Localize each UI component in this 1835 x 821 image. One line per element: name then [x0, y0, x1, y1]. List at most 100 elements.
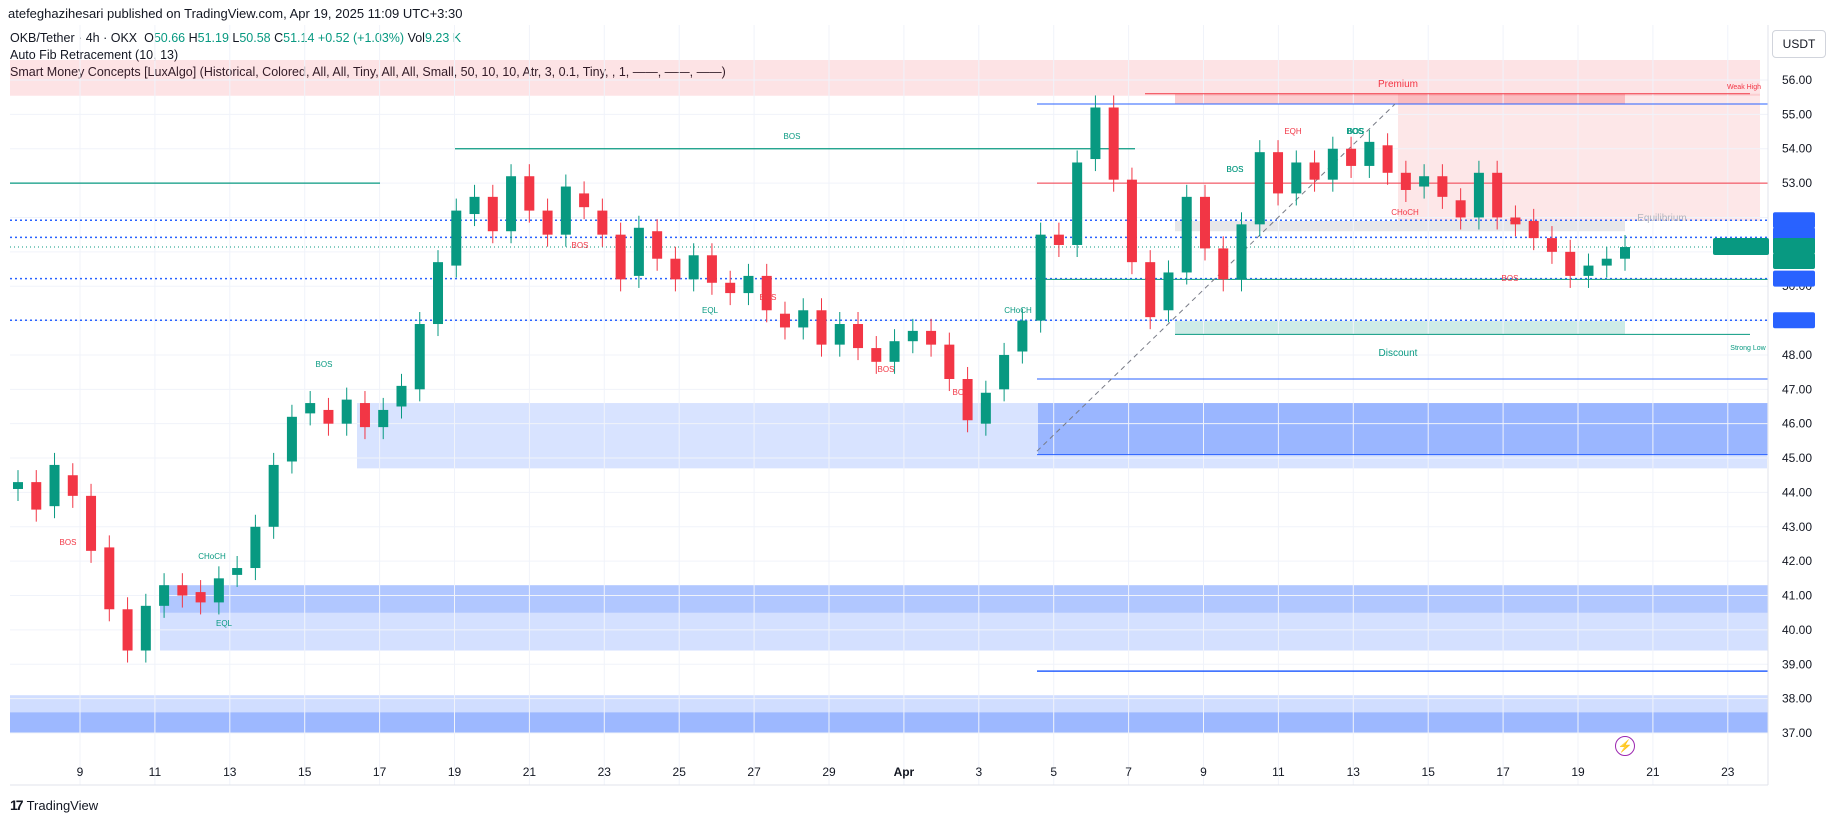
candle-body [706, 255, 717, 283]
y-tick-label: 56.00 [1782, 73, 1812, 87]
annotation-label: BOS [1348, 127, 1365, 136]
candle-body [816, 310, 827, 345]
legend-vol-label: Vol [407, 31, 425, 45]
equilibrium-zone [1175, 220, 1625, 232]
candle-body [487, 196, 498, 232]
candle-body [652, 231, 663, 259]
candle-body [396, 385, 407, 407]
candle-body [1291, 162, 1302, 194]
candle-body [451, 210, 462, 266]
candle-body [1199, 196, 1210, 249]
annotation-label: BOS [572, 241, 589, 250]
x-tick-label: 15 [1422, 765, 1436, 779]
x-tick-label: 21 [523, 765, 537, 779]
candle-body [1346, 148, 1357, 166]
candle-body [433, 262, 444, 325]
y-tick-label: 55.00 [1782, 107, 1812, 121]
annotation-label: Strong Low [1730, 345, 1766, 352]
weak-high-box [1175, 93, 1625, 105]
candle-body [1510, 217, 1521, 225]
candle-body [1601, 258, 1612, 266]
price-tag [1773, 270, 1815, 287]
candle-body [1145, 262, 1156, 318]
annotation-label: Weak High [1727, 84, 1761, 91]
candle-body [524, 176, 535, 211]
candle-body [670, 258, 681, 280]
x-tick-label: 15 [298, 765, 312, 779]
legend-low: 50.58 [239, 31, 271, 45]
candle-body [1236, 224, 1247, 280]
candle-body [469, 196, 480, 215]
annotation-label: BOS [784, 132, 801, 141]
candle-body [286, 416, 297, 462]
order-block-46 [357, 403, 1767, 469]
x-tick-label: 23 [1721, 765, 1735, 779]
candle-body [1382, 145, 1393, 173]
lightning-icon[interactable]: ⚡ [1615, 736, 1635, 756]
candle-body [1473, 172, 1484, 218]
candle-body [999, 354, 1010, 390]
candle-body [889, 341, 900, 362]
annotation-label: BOS [1502, 274, 1519, 283]
candle-body [597, 210, 608, 235]
price-tag [1773, 238, 1815, 255]
x-tick-label: 13 [1347, 765, 1361, 779]
x-tick-label: 7 [1125, 765, 1132, 779]
publisher-header: atefeghazihesari published on TradingVie… [8, 6, 462, 21]
x-tick-label: 29 [822, 765, 836, 779]
structure-lines-layer [10, 93, 1768, 672]
candle-body [13, 482, 23, 489]
candle-body [1546, 238, 1557, 252]
price-tag [1773, 312, 1815, 329]
order-block-46-dark [1038, 403, 1768, 455]
axis-layer: 56.0055.0054.0053.0052.0051.0050.0049.00… [10, 25, 1815, 786]
candle-body [1273, 152, 1284, 194]
candle-body [1309, 162, 1320, 180]
annotation-label: BOS [878, 365, 895, 374]
legend-symbol[interactable]: OKB/Tether · 4h · OKX [10, 31, 138, 45]
candle-body [232, 568, 243, 575]
annotation-label: BOS [1347, 127, 1364, 136]
legend-change: +0.52 (+1.03%) [317, 31, 405, 45]
legend-ohlc-row: OKB/Tether · 4h · OKX O50.66 H51.19 L50.… [10, 30, 726, 47]
candle-body [86, 495, 97, 551]
premium-zone-right [1398, 93, 1760, 221]
candle-body [1620, 247, 1630, 259]
candle-body [1327, 148, 1338, 180]
candle-body [1072, 162, 1083, 245]
x-tick-label: 9 [1200, 765, 1207, 779]
tradingview-logo[interactable]: 17 TradingView [10, 797, 98, 813]
candle-body [177, 585, 188, 596]
candle-body [140, 605, 151, 651]
candle-body [414, 324, 425, 390]
annotation-label: CHoCH [1004, 306, 1032, 315]
y-tick-label: 39.00 [1782, 657, 1812, 671]
footer-brand-text: TradingView [26, 797, 99, 813]
price-tag [1773, 253, 1815, 270]
y-tick-label: 47.00 [1782, 382, 1812, 396]
candle-body [579, 193, 590, 208]
currency-unit-button[interactable]: USDT [1772, 30, 1826, 58]
y-tick-label: 46.00 [1782, 417, 1812, 431]
x-tick-label: 17 [373, 765, 387, 779]
annotation-label: BOS [316, 360, 333, 369]
legend-indicator-fib[interactable]: Auto Fib Retracement (10, 13) [10, 48, 179, 62]
tradingview-logo-icon: 17 [10, 797, 24, 813]
candle-body [250, 526, 261, 569]
candle-body [1364, 141, 1375, 166]
annotation-label: EQL [216, 619, 233, 628]
premium-label: Premium [1378, 79, 1418, 90]
candle-body [359, 403, 370, 428]
annotation-label: EQH [1284, 127, 1302, 136]
discount-label: Discount [1379, 348, 1418, 359]
candle-body [725, 282, 736, 294]
x-tick-label: 19 [448, 765, 462, 779]
candle-body [1090, 107, 1101, 160]
x-tick-label: 9 [77, 765, 84, 779]
legend-open: 50.66 [153, 31, 186, 45]
candle-body [159, 585, 170, 606]
candles-layer [13, 95, 1630, 663]
candle-body [834, 324, 845, 345]
candle-body [962, 379, 973, 421]
